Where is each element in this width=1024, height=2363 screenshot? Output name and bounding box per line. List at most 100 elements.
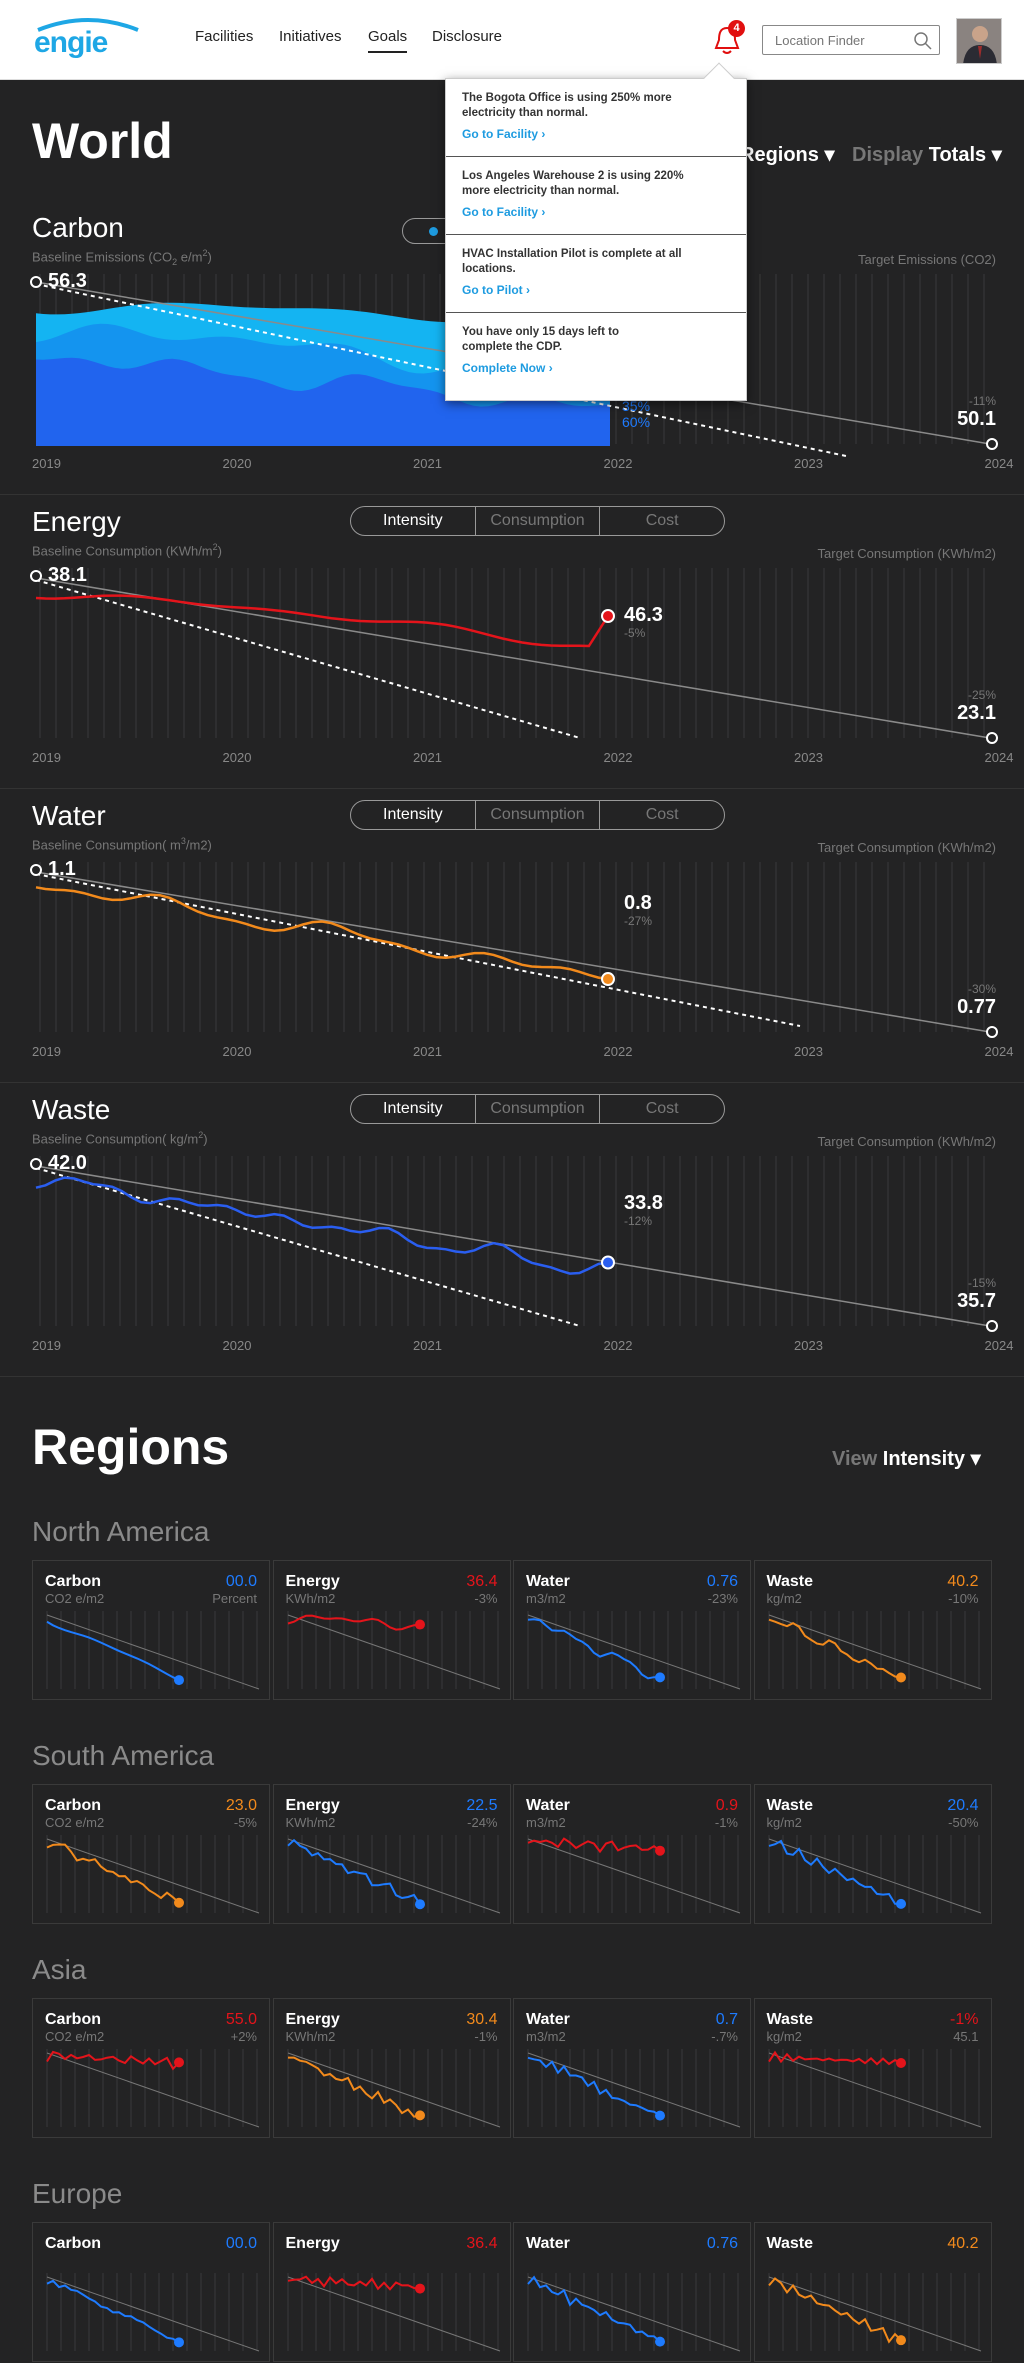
- card-value: 23.0: [225, 1797, 257, 1814]
- card-unit: KWh/m2: [285, 1815, 336, 1830]
- current-value: 46.3: [624, 604, 663, 626]
- x-axis-year: 2022: [603, 1044, 633, 1059]
- nav-goals[interactable]: Goals: [368, 28, 408, 53]
- notification-item[interactable]: Los Angeles Warehouse 2 is using 220% mo…: [446, 157, 746, 235]
- waste-series-line: [35, 1176, 609, 1275]
- card-title: Energy: [285, 2011, 340, 2028]
- region-metric-card[interactable]: Energy 36.4: [272, 2222, 511, 2362]
- search-input[interactable]: [775, 33, 905, 48]
- notification-item[interactable]: You have only 15 days left to complete t…: [446, 313, 746, 391]
- sparkline-end-point: [655, 2110, 665, 2121]
- subtitle-sup: 2: [212, 542, 218, 552]
- card-percent: -10%: [948, 1591, 979, 1606]
- tab-consumption[interactable]: Consumption: [474, 1095, 600, 1123]
- nav-initiatives[interactable]: Initiatives: [279, 28, 342, 45]
- complete-now-link[interactable]: Complete Now ›: [462, 361, 553, 376]
- card-percent: -23%: [707, 1591, 738, 1606]
- region-metric-card[interactable]: Carbon CO2 e/m2 23.0 -5%: [32, 1784, 270, 1924]
- card-title: Waste: [766, 1573, 814, 1590]
- tab-cost[interactable]: Cost: [599, 1095, 724, 1123]
- region-metric-card[interactable]: Water m3/m2 0.7 -.7%: [513, 1998, 751, 2138]
- tab-consumption[interactable]: Consumption: [474, 801, 600, 829]
- card-value: 20.4: [947, 1797, 979, 1814]
- card-value: 22.5: [466, 1797, 498, 1814]
- current-value: 33.8: [624, 1192, 663, 1214]
- section-divider: [0, 494, 1024, 495]
- baseline-point[interactable]: [30, 276, 42, 288]
- x-axis-year: 2019: [32, 1338, 61, 1353]
- target-point[interactable]: [986, 732, 998, 744]
- tab-intensity[interactable]: Intensity: [383, 1100, 443, 1117]
- region-metric-card[interactable]: Energy KWh/m2 36.4 -3%: [272, 1560, 511, 1700]
- projection-line: [35, 1167, 581, 1327]
- target-point[interactable]: [986, 1026, 998, 1038]
- card-value: 0.9: [715, 1797, 738, 1814]
- card-percent: +2%: [230, 2029, 257, 2044]
- notification-badge: 4: [728, 20, 745, 37]
- sparkline-end-point: [895, 1672, 906, 1683]
- region-metric-card[interactable]: Waste kg/m2 40.2 -10%: [753, 1560, 992, 1700]
- nav-disclosure[interactable]: Disclosure: [432, 28, 503, 45]
- view-value: Intensity: [882, 1448, 966, 1470]
- baseline-point[interactable]: [30, 1158, 42, 1170]
- card-percent: -50%: [948, 1815, 979, 1830]
- nav-facilities[interactable]: Facilities: [195, 28, 254, 45]
- section-divider: [0, 788, 1024, 789]
- notifications-popover: The Bogota Office is using 250% more ele…: [445, 62, 747, 401]
- current-point[interactable]: [601, 1255, 615, 1270]
- link-label: Go to Facility: [462, 205, 539, 219]
- card-title: Energy: [285, 2235, 340, 2252]
- tab-intensity[interactable]: Intensity: [383, 512, 443, 529]
- current-point[interactable]: [601, 972, 615, 987]
- region-metric-card[interactable]: Energy KWh/m2 22.5 -24%: [272, 1784, 511, 1924]
- card-percent: Percent: [212, 1591, 257, 1606]
- x-axis-year: 2023: [794, 456, 823, 471]
- region-metric-card[interactable]: Water m3/m2 0.76 -23%: [513, 1560, 751, 1700]
- region-metric-card[interactable]: Waste kg/m2 20.4 -50%: [753, 1784, 992, 1924]
- region-metric-card[interactable]: Carbon 00.0: [32, 2222, 270, 2362]
- target-point[interactable]: [986, 1320, 998, 1332]
- go-to-facility-link[interactable]: Go to Facility ›: [462, 127, 545, 142]
- region-metric-card[interactable]: Waste 40.2: [753, 2222, 992, 2362]
- logo-text: engie: [34, 26, 108, 59]
- chevron-right-icon: ›: [526, 283, 530, 297]
- target-point[interactable]: [986, 438, 998, 450]
- tab-cost[interactable]: Cost: [599, 507, 724, 535]
- region-metric-card[interactable]: Waste kg/m2 -1% 45.1: [753, 1998, 992, 2138]
- card-value: 55.0: [225, 2011, 257, 2028]
- area-legend-percent: 35%: [622, 398, 651, 414]
- current-point[interactable]: [601, 609, 615, 623]
- notification-text: HVAC Installation Pilot is complete at a…: [462, 248, 682, 275]
- region-metric-card[interactable]: Water m3/m2 0.9 -1%: [513, 1784, 751, 1924]
- sparkline-end-point: [414, 1899, 425, 1910]
- region-metric-card[interactable]: Energy KWh/m2 30.4 -1%: [272, 1998, 511, 2138]
- search-icon[interactable]: [913, 31, 933, 51]
- card-value: 0.7: [715, 2011, 738, 2028]
- x-axis-year: 2021: [413, 1044, 442, 1059]
- tab-cost[interactable]: Cost: [599, 801, 724, 829]
- view-selector[interactable]: Regions ▾: [740, 144, 835, 166]
- region-metric-card[interactable]: Carbon CO2 e/m2 00.0 Percent: [32, 1560, 270, 1700]
- engie-logo[interactable]: [34, 16, 142, 58]
- region-metric-card[interactable]: Water 0.76: [513, 2222, 751, 2362]
- regions-view-selector[interactable]: View Intensity ▾: [832, 1448, 981, 1470]
- notification-item[interactable]: The Bogota Office is using 250% more ele…: [446, 79, 746, 157]
- card-unit: CO2 e/m2: [45, 2029, 105, 2044]
- trend-line: [768, 1614, 981, 1690]
- baseline-point[interactable]: [30, 570, 42, 582]
- x-axis-year: 2021: [413, 1338, 442, 1353]
- trend-line: [768, 1838, 981, 1914]
- tab-consumption[interactable]: Consumption: [474, 507, 600, 535]
- x-axis-year: 2023: [794, 1338, 823, 1353]
- display-selector[interactable]: Display Totals ▾: [852, 144, 1002, 166]
- sparkline-end-point: [655, 1672, 665, 1683]
- avatar[interactable]: [956, 18, 1002, 64]
- baseline-point[interactable]: [30, 864, 42, 876]
- tab-intensity[interactable]: Intensity: [383, 806, 443, 823]
- target-percent: -25%: [967, 688, 996, 702]
- region-metric-card[interactable]: Carbon CO2 e/m2 55.0 +2%: [32, 1998, 270, 2138]
- go-to-facility-link[interactable]: Go to Facility ›: [462, 205, 545, 220]
- location-finder[interactable]: [762, 25, 940, 55]
- go-to-pilot-link[interactable]: Go to Pilot ›: [462, 283, 530, 298]
- notification-item[interactable]: HVAC Installation Pilot is complete at a…: [446, 235, 746, 313]
